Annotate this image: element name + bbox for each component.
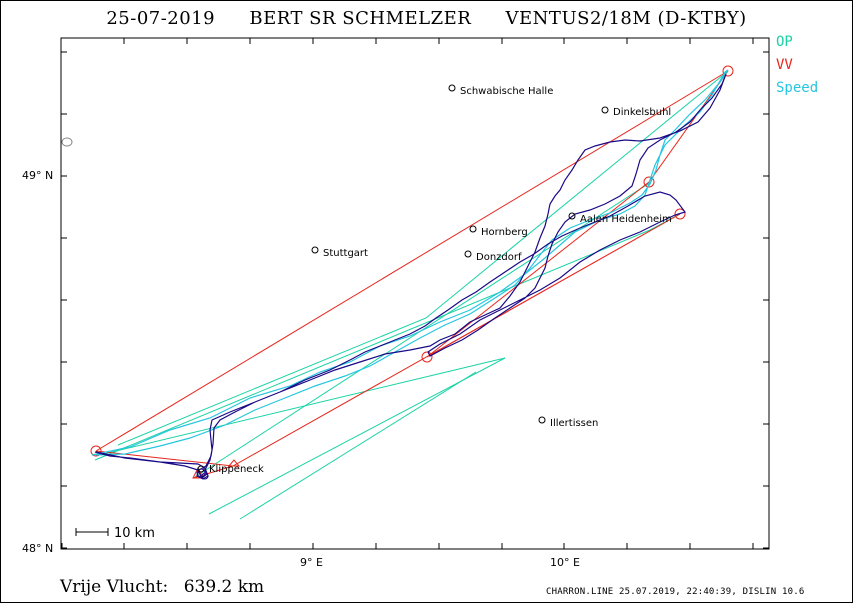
turnpoint-circles [90, 65, 734, 479]
flight-title: 25-07-2019 BERT SR SCHMELZER VENTUS2/18M… [0, 8, 853, 29]
scale-label: 10 km [114, 526, 155, 541]
lat-label-bottom: 48° N [22, 542, 54, 555]
pilot-name: BERT SR SCHMELZER [249, 8, 472, 29]
town-label-stuttgart: Stuttgart [323, 248, 368, 259]
town-label-donzdorf: Donzdorf [476, 252, 522, 263]
distance-summary: Vrije Vlucht: 639.2 km [60, 577, 274, 597]
distance-label: Vrije Vlucht: [60, 577, 169, 597]
town-label-schwabische-halle: Schwabische Halle [460, 86, 554, 97]
town-marker-stuttgart [311, 246, 319, 254]
bottom-ticks [61, 38, 754, 549]
town-label-illertissen: Illertissen [550, 418, 599, 429]
flight-track [94, 73, 727, 480]
town-label-klippeneck: Klippeneck [209, 464, 264, 475]
legend-speed: Speed [776, 80, 819, 96]
flight-date: 25-07-2019 [106, 8, 216, 29]
town-marker-aalen [568, 212, 576, 220]
plot-border [60, 37, 770, 550]
render-info: CHARRON.LINE 25.07.2019, 22:40:39, DISLI… [546, 587, 805, 597]
town-marker-illertissen [538, 416, 546, 424]
town-marker-schwabische-halle [448, 84, 456, 92]
town-label-dinkelsbuhl: Dinkelsbuhl [613, 107, 672, 118]
town-label-aalen-heidenheim: Aalen Heidenheim [580, 214, 672, 225]
town-marker-klippeneck [197, 465, 205, 473]
scale-bar [75, 528, 109, 536]
left-ticks [61, 51, 769, 549]
town-markers [197, 84, 609, 473]
distance-value: 639.2 km [183, 577, 265, 597]
town-marker-donzdorf [464, 250, 472, 258]
task-lines [95, 70, 729, 479]
town-marker-hornberg [469, 225, 477, 233]
lat-label-top: 49° N [22, 169, 54, 182]
town-label-hornberg: Hornberg [481, 227, 528, 238]
town-marker-dinkelsbuhl [601, 106, 609, 114]
legend-op: OP [776, 34, 793, 50]
glider-name: VENTUS2/18M (D-KTBY) [505, 8, 747, 29]
lon-label-right: 10° E [550, 556, 580, 569]
edge-marker [61, 137, 73, 147]
lon-label-left: 9° E [300, 556, 323, 569]
op-lines [94, 70, 729, 520]
start-loop-marker-2 [201, 472, 209, 480]
legend-vv: VV [776, 57, 793, 73]
